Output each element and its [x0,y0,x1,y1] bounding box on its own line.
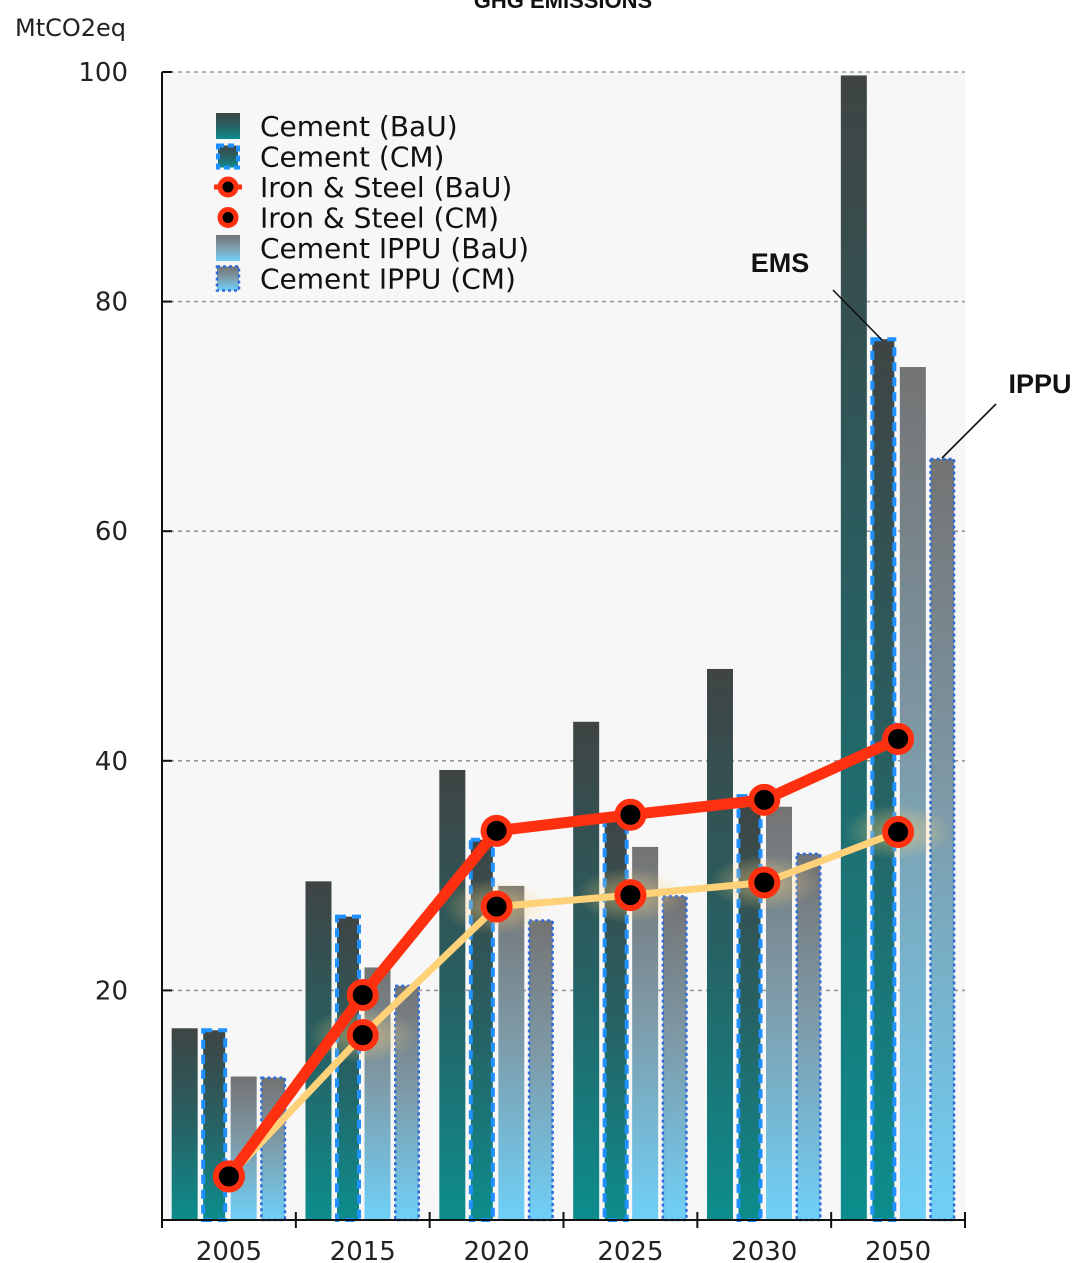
x-tick-label-2020: 2020 [463,1237,529,1263]
bar-cement-bau-2050 [840,75,867,1221]
bar-cement-cm-2015 [335,914,361,1223]
marker-iron-steel-bau-2030 [748,783,781,816]
x-tick-label-2050: 2050 [865,1237,931,1263]
marker-iron-steel-bau-2025 [614,798,647,831]
bar-cement-bau-2030 [707,668,733,1220]
marker-iron-steel-cm-2020 [480,890,513,923]
legend-marker-iron-steel-bau [217,176,239,198]
marker-iron-steel-bau-2050 [882,722,915,755]
legend-label-cement-cm: Cement (CM) [260,141,444,174]
y-axis-unit-label: MtCO2eq [15,14,126,42]
ems-annotation: EMS [751,248,810,278]
legend-label-iron-steel-bau: Iron & Steel (BaU) [260,171,512,204]
bar-cement-ippu-cm-2020 [527,919,554,1222]
bar-cement-ippu-bau-2020 [498,885,525,1220]
y-tick-label-20: 20 [95,976,128,1006]
legend-swatch-cement-ippu-cm [215,265,241,292]
legend-label-cement-ippu-cm: Cement IPPU (CM) [260,263,516,296]
legend-marker-iron-steel-cm [217,207,239,228]
y-tick-label-80: 80 [95,288,128,318]
y-tick-label-60: 60 [95,517,128,547]
bar-cement-ippu-cm-2030 [795,852,822,1222]
bar-cement-bau-2020 [439,769,466,1220]
line-iron-steel-bau [223,733,904,1182]
marker-iron-steel-cm-2030 [748,866,781,899]
bar-cement-bau-2025 [573,721,600,1220]
y-tick-label-40: 40 [95,747,128,777]
marker-iron-steel-bau-2005 [212,1160,245,1193]
marker-iron-steel-cm-2025 [614,879,647,912]
legend-label-iron-steel-cm: Iron & Steel (CM) [260,202,499,235]
ems-callout-line [832,289,883,341]
legend-swatch-cement-cm [216,143,240,170]
chart-title: GHG EMISSIONS [474,0,652,13]
marker-iron-steel-bau-2020 [480,814,513,847]
legend-label-cement-bau: Cement (BaU) [260,110,458,143]
marker-iron-steel-cm-2015 [346,1019,379,1052]
legend-label-cement-ippu-bau: Cement IPPU (BaU) [260,232,529,265]
y-tick-label-100: 100 [78,58,128,88]
x-tick-label-2005: 2005 [196,1237,262,1263]
x-tick-label-2025: 2025 [597,1237,663,1263]
bar-cement-cm-2050 [870,337,897,1222]
marker-iron-steel-cm-2050 [882,815,915,848]
ippu-callout-line [941,403,997,459]
x-tick-label-2015: 2015 [330,1237,396,1263]
ippu-annotation: IPPU [1008,369,1071,399]
marker-iron-steel-bau-2015 [346,978,379,1011]
legend-swatch-cement-ippu-bau [216,235,240,261]
legend: Cement (BaU)Cement (CM)Iron & Steel (BaU… [214,110,529,296]
legend-swatch-cement-bau [216,113,240,139]
bar-cement-ippu-cm-2025 [661,895,688,1222]
line-iron-steel-cm [225,828,902,1180]
bar-cement-ippu-bau-2050 [899,367,926,1220]
x-tick-label-2030: 2030 [731,1237,797,1263]
bar-cement-bau-2005 [171,1028,198,1220]
plot-area [162,72,965,1220]
bar-cement-cm-2005 [201,1028,228,1223]
